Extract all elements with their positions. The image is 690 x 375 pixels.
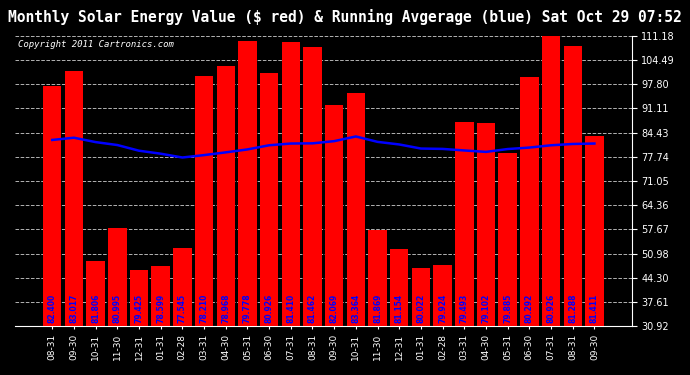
Text: Copyright 2011 Cartronics.com: Copyright 2011 Cartronics.com: [18, 40, 174, 49]
Bar: [43, 86, 61, 326]
Bar: [520, 77, 539, 326]
Bar: [433, 265, 452, 326]
Text: 79.924: 79.924: [438, 294, 447, 323]
Text: 80.995: 80.995: [112, 294, 122, 323]
Bar: [455, 122, 473, 326]
Text: 82.400: 82.400: [48, 294, 57, 323]
Text: 81.806: 81.806: [91, 294, 100, 323]
Text: 80.292: 80.292: [525, 294, 534, 323]
Text: 83.364: 83.364: [351, 294, 360, 323]
Bar: [368, 231, 387, 326]
Bar: [130, 270, 148, 326]
Text: 81.410: 81.410: [286, 294, 295, 323]
Text: 79.425: 79.425: [135, 294, 144, 323]
Bar: [542, 36, 560, 326]
Text: 81.288: 81.288: [569, 294, 578, 323]
Bar: [238, 41, 257, 326]
Text: 81.154: 81.154: [395, 294, 404, 323]
Bar: [173, 248, 192, 326]
Text: 78.968: 78.968: [221, 294, 230, 323]
Text: 80.926: 80.926: [546, 294, 555, 323]
Bar: [65, 71, 83, 326]
Bar: [282, 42, 300, 326]
Bar: [108, 228, 126, 326]
Bar: [86, 261, 105, 326]
Bar: [304, 47, 322, 326]
Bar: [412, 268, 430, 326]
Text: 78.599: 78.599: [156, 294, 165, 323]
Bar: [195, 75, 213, 326]
Bar: [564, 46, 582, 326]
Text: 79.102: 79.102: [482, 294, 491, 323]
Text: 79.885: 79.885: [503, 294, 512, 323]
Text: 79.493: 79.493: [460, 294, 469, 323]
Bar: [260, 73, 278, 326]
Text: 77.545: 77.545: [178, 294, 187, 323]
Bar: [217, 66, 235, 326]
Text: 83.017: 83.017: [70, 294, 79, 323]
Text: 78.210: 78.210: [199, 294, 208, 323]
Bar: [390, 249, 408, 326]
Text: 80.926: 80.926: [264, 294, 274, 323]
Text: 81.411: 81.411: [590, 294, 599, 323]
Text: Monthly Solar Energy Value ($ red) & Running Avgerage (blue) Sat Oct 29 07:52: Monthly Solar Energy Value ($ red) & Run…: [8, 9, 682, 26]
Bar: [346, 93, 365, 326]
Text: 79.778: 79.778: [243, 294, 252, 323]
Bar: [585, 136, 604, 326]
Text: 81.462: 81.462: [308, 294, 317, 323]
Bar: [477, 123, 495, 326]
Bar: [152, 266, 170, 326]
Text: 80.022: 80.022: [417, 294, 426, 323]
Bar: [498, 153, 517, 326]
Bar: [325, 105, 344, 326]
Text: 81.869: 81.869: [373, 294, 382, 323]
Text: 82.069: 82.069: [330, 294, 339, 323]
